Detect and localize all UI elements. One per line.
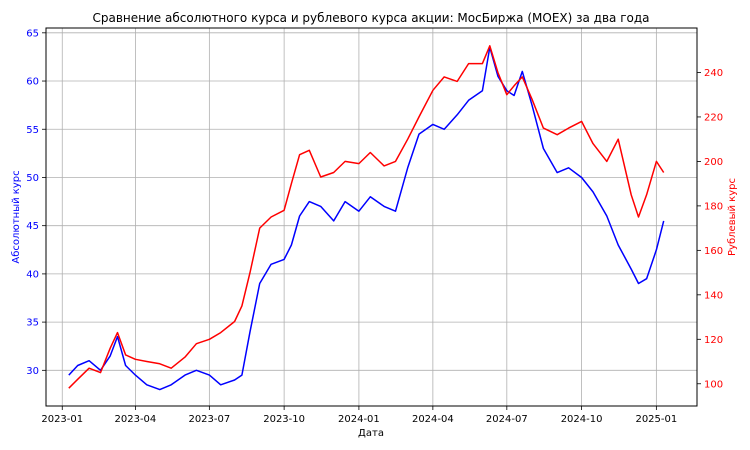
chart-title: Сравнение абсолютного курса и рублевого …: [92, 11, 649, 25]
x-tick-label: 2023-10: [263, 414, 305, 425]
absolute-price-line: [68, 46, 665, 391]
x-tick-label: 2025-01: [635, 414, 677, 425]
y-left-tick-label: 60: [26, 77, 39, 88]
y-right-tick-label: 180: [704, 201, 723, 212]
y-right-tick-label: 100: [704, 379, 723, 390]
y-right-tick-label: 160: [704, 246, 723, 257]
x-tick-label: 2024-01: [338, 414, 380, 425]
grid: [46, 28, 697, 406]
x-tick-label: 2023-04: [115, 414, 157, 425]
x-tick-label: 2023-01: [41, 414, 83, 425]
y-left-tick-label: 55: [26, 125, 39, 136]
series-layer: [68, 45, 665, 391]
x-tick-label: 2024-10: [561, 414, 603, 425]
ruble-price-line: [68, 45, 665, 389]
y-axis-left: 30 35 40 45 50 55 60 65: [26, 28, 46, 377]
y-right-tick-label: 220: [704, 112, 723, 123]
y-left-tick-label: 45: [26, 221, 39, 232]
y-right-tick-label: 240: [704, 68, 723, 79]
x-axis-title: Дата: [358, 428, 384, 439]
y-left-tick-label: 30: [26, 366, 39, 377]
y-right-tick-label: 200: [704, 157, 723, 168]
y-axis-left-title: Абсолютный курс: [11, 170, 22, 263]
x-tick-label: 2024-07: [486, 414, 528, 425]
y-left-tick-label: 40: [26, 269, 39, 280]
x-axis: 2023-01 2023-04 2023-07 2023-10 2024-01 2024-…: [41, 406, 677, 425]
y-right-tick-label: 120: [704, 335, 723, 346]
y-left-tick-label: 35: [26, 318, 39, 329]
y-axis-right-title: Рублевый курс: [727, 178, 738, 256]
plot-frame: [45, 27, 698, 407]
x-tick-label: 2023-07: [188, 414, 230, 425]
y-axis-right: 100 120 140 160 180 200 220 240: [697, 68, 723, 390]
y-left-tick-label: 50: [26, 173, 39, 184]
y-right-tick-label: 140: [704, 290, 723, 301]
y-left-tick-label: 65: [26, 28, 39, 39]
x-tick-label: 2024-04: [412, 414, 454, 425]
